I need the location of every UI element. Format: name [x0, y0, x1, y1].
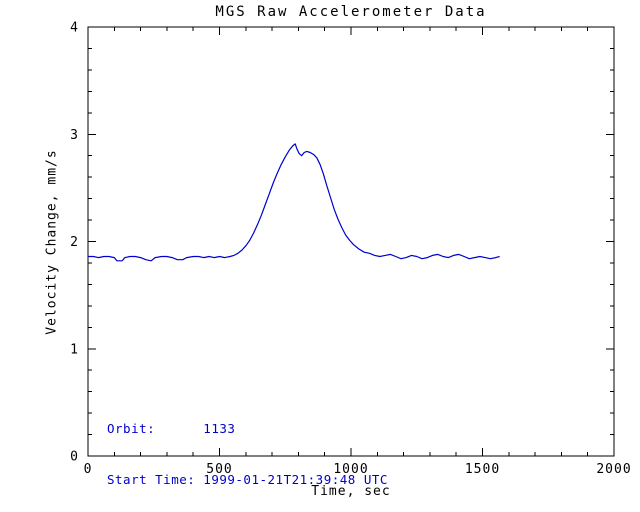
svg-text:500: 500: [206, 462, 232, 477]
x-axis-label: Time, sec: [311, 484, 391, 499]
axis-ticks: [87, 26, 615, 457]
svg-text:4: 4: [70, 21, 79, 36]
annotation-start-time: Start Time: 1999-01-21T21:39:48 UTC: [107, 472, 388, 487]
svg-text:1000: 1000: [333, 462, 368, 477]
velocity-line: [88, 143, 500, 262]
svg-text:3: 3: [70, 128, 79, 143]
annotation-block: Orbit: 1133 Start Time: 1999-01-21T21:39…: [107, 386, 388, 512]
chart-title: MGS Raw Accelerometer Data: [215, 4, 487, 20]
y-axis-label: Velocity Change, mm/s: [44, 149, 60, 335]
svg-text:0: 0: [70, 450, 79, 465]
svg-text:2: 2: [70, 235, 79, 250]
svg-text:2000: 2000: [596, 462, 631, 477]
svg-text:0: 0: [84, 462, 93, 477]
svg-text:1: 1: [70, 342, 79, 357]
annotation-orbit: Orbit: 1133: [107, 421, 236, 436]
tick-labels: 0 500 1000 1500 2000 0 1 2 3 4: [70, 21, 631, 478]
svg-text:1500: 1500: [465, 462, 500, 477]
